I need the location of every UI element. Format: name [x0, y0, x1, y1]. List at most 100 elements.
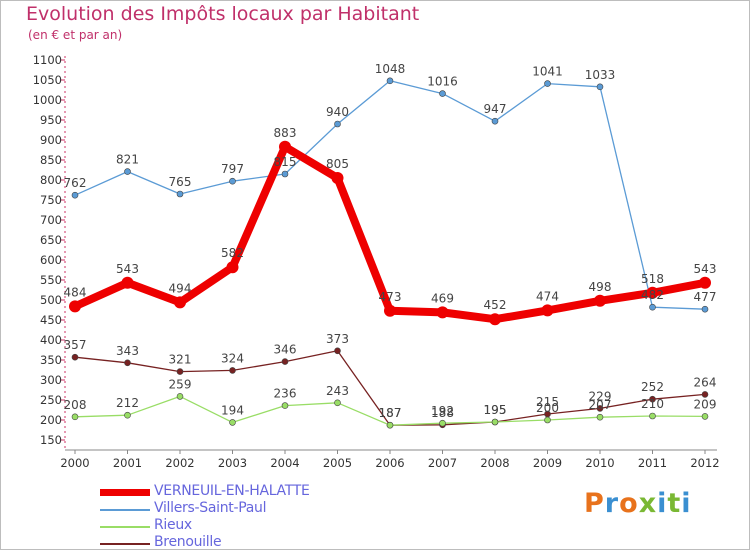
data-label: 452: [484, 298, 507, 312]
logo-letter: t: [667, 488, 682, 519]
data-point: [489, 313, 501, 326]
y-tick-label: 1100: [33, 53, 62, 67]
logo-letter: i: [657, 488, 668, 519]
data-label: 821: [116, 153, 139, 167]
logo-letter: r: [604, 488, 620, 519]
data-point: [386, 421, 394, 429]
data-label: 805: [326, 157, 349, 171]
data-label: 474: [536, 289, 559, 303]
data-point: [491, 418, 499, 426]
x-tick-label: 2001: [113, 456, 142, 470]
x-tick-label: 2012: [690, 456, 719, 470]
data-label: 484: [64, 285, 87, 299]
data-label: 195: [484, 403, 507, 417]
data-point: [124, 359, 131, 367]
y-tick-label: 250: [40, 393, 62, 407]
data-point: [334, 347, 341, 355]
data-label: 582: [221, 246, 244, 260]
data-label: 947: [484, 102, 507, 116]
x-tick-label: 2011: [638, 456, 667, 470]
data-point: [279, 140, 291, 153]
data-label: 357: [64, 338, 87, 352]
data-label: 1016: [427, 75, 458, 89]
data-point: [544, 80, 551, 87]
data-label: 765: [169, 175, 192, 189]
data-label: 543: [116, 262, 139, 276]
data-point: [124, 411, 131, 419]
data-point: [281, 170, 289, 178]
data-point: [439, 419, 446, 427]
data-point: [596, 413, 604, 421]
data-label: 477: [694, 290, 717, 304]
y-tick-label: 750: [40, 193, 62, 207]
legend-label-brenouille: Brenouille: [154, 534, 222, 550]
y-tick-label: 850: [40, 153, 62, 167]
data-label: 762: [64, 176, 87, 190]
data-point: [176, 190, 184, 198]
data-label: 469: [431, 291, 454, 305]
legend-swatch-villers: [100, 509, 150, 511]
data-point: [334, 399, 341, 407]
data-label: 1048: [375, 62, 406, 76]
y-tick-label: 400: [40, 333, 62, 347]
data-point: [701, 305, 709, 313]
x-tick-label: 2004: [270, 456, 299, 470]
legend-swatch-brenouille: [100, 543, 150, 545]
data-label: 200: [536, 401, 559, 415]
series-line-1: [74, 80, 706, 310]
data-point: [596, 83, 604, 91]
data-point: [121, 276, 134, 289]
data-point: [491, 117, 499, 125]
y-tick-label: 350: [40, 353, 62, 367]
data-label: 192: [431, 404, 454, 418]
y-tick-label: 450: [40, 313, 62, 327]
data-point: [71, 191, 79, 199]
logo-letter: P: [584, 488, 605, 519]
data-point: [281, 402, 289, 409]
y-tick-label: 600: [40, 253, 62, 267]
data-label: 346: [274, 343, 297, 357]
y-tick-label: 200: [40, 413, 62, 427]
y-tick-label: 150: [40, 433, 62, 447]
data-point: [649, 412, 656, 420]
data-label: 259: [169, 377, 192, 391]
data-label: 473: [379, 290, 402, 304]
legend-label-verneuil: VERNEUIL-EN-HALATTE: [154, 483, 310, 499]
data-point: [69, 300, 81, 313]
data-label: 373: [326, 332, 349, 346]
x-tick-label: 2008: [480, 456, 509, 470]
y-tick-label: 950: [40, 113, 62, 127]
data-label: 940: [326, 105, 349, 119]
y-tick-label: 300: [40, 373, 62, 387]
data-point: [646, 286, 659, 299]
logo-letter: o: [619, 488, 639, 519]
data-label: 498: [589, 280, 612, 294]
data-point: [541, 304, 554, 317]
data-label: 252: [641, 380, 664, 394]
x-tick-label: 2005: [323, 456, 352, 470]
data-label: 188: [431, 406, 454, 420]
y-tick-label: 1050: [33, 73, 62, 87]
data-point: [174, 296, 186, 309]
x-tick-label: 2010: [585, 456, 614, 470]
data-label: 209: [694, 397, 717, 411]
data-label: 494: [169, 281, 192, 295]
data-point: [176, 393, 184, 400]
proxiti-logo: Proxiti: [584, 488, 692, 519]
y-tick-label: 500: [40, 293, 62, 307]
x-tick-label: 2006: [375, 456, 404, 470]
data-label: 543: [694, 262, 717, 276]
data-label: 482: [641, 288, 664, 302]
y-tick-label: 900: [40, 133, 62, 147]
data-point: [384, 304, 396, 317]
data-point: [544, 416, 551, 424]
data-point: [229, 367, 236, 374]
logo-letter: i: [681, 488, 692, 519]
y-tick-label: 700: [40, 213, 62, 227]
data-label: 324: [221, 351, 244, 365]
y-tick-label: 650: [40, 233, 62, 247]
data-label: 264: [694, 375, 717, 389]
legend-label-rieux: Rieux: [154, 517, 192, 533]
y-tick-label: 800: [40, 173, 62, 187]
data-point: [124, 168, 131, 175]
